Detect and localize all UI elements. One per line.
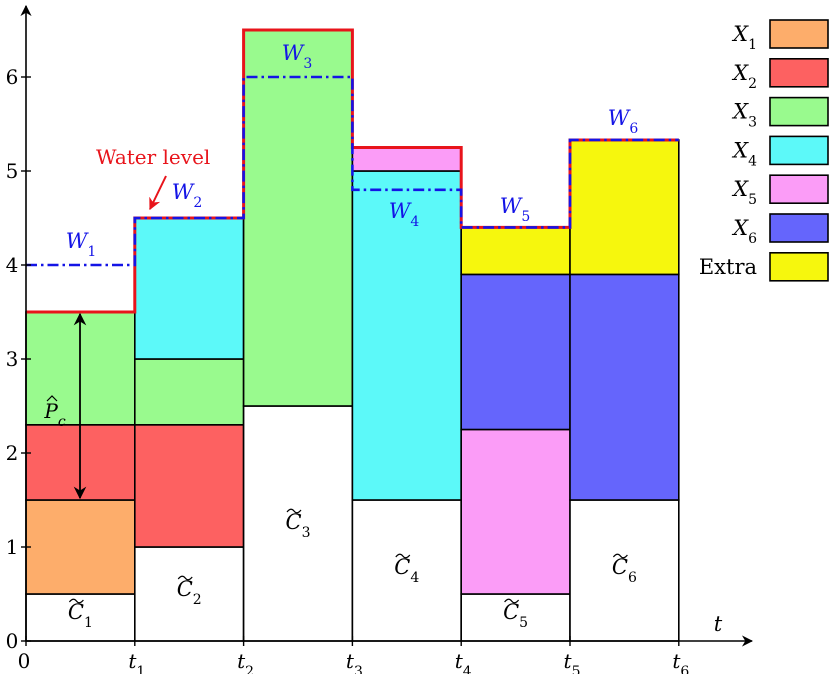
legend-label-x1: X1 bbox=[731, 22, 757, 53]
legend-swatch-x3 bbox=[769, 96, 829, 127]
y-tick-label-1: 1 bbox=[6, 535, 19, 559]
c-label-4-hat bbox=[395, 553, 411, 559]
segment-x1-slot-1 bbox=[25, 499, 136, 595]
pc-label-hat bbox=[46, 395, 58, 402]
base-block-5 bbox=[460, 593, 571, 642]
c-label-1: C1 bbox=[68, 600, 93, 631]
y-tick-label-6: 6 bbox=[6, 65, 19, 89]
segment-x6-slot-5 bbox=[460, 273, 571, 431]
c-label-3-hat bbox=[286, 508, 302, 514]
c-label-5-hat bbox=[504, 598, 520, 604]
legend-label-x6: X6 bbox=[731, 216, 757, 247]
y-tick-label-5: 5 bbox=[6, 159, 19, 183]
segment-x5-slot-5 bbox=[460, 428, 571, 595]
segment-x4-slot-2 bbox=[134, 217, 245, 360]
legend-swatch-extra bbox=[769, 252, 829, 282]
w-label-2: W2 bbox=[172, 180, 203, 211]
c-label-4: C4 bbox=[394, 555, 419, 586]
y-tick-label-3: 3 bbox=[6, 347, 19, 371]
legend-swatch-x5 bbox=[769, 174, 829, 204]
c-label-2-hat bbox=[177, 575, 193, 581]
w-label-5: W5 bbox=[500, 194, 531, 225]
segment-x5-slot-4 bbox=[351, 146, 462, 172]
x-tick-label-0: 0 bbox=[18, 649, 31, 673]
w-label-1: W1 bbox=[66, 229, 97, 260]
y-tick-label-0: 0 bbox=[6, 629, 19, 653]
water-fill-line bbox=[26, 75, 679, 267]
x-tick-label-5: t5 bbox=[564, 649, 581, 674]
y-tick-label-2: 2 bbox=[6, 441, 19, 465]
legend-label-x4: X4 bbox=[731, 138, 757, 169]
segment-x3-slot-2 bbox=[134, 358, 245, 426]
c-label-3: C3 bbox=[286, 510, 311, 541]
segment-x4-slot-4 bbox=[351, 170, 462, 501]
legend-label-x3: X3 bbox=[731, 100, 757, 131]
stacked-bars bbox=[25, 29, 680, 642]
x-tick-label-4: t4 bbox=[455, 649, 472, 674]
x-axis-label: t bbox=[714, 612, 723, 636]
water-level-label: Water level bbox=[96, 145, 210, 169]
legend-label-x5: X5 bbox=[731, 177, 757, 208]
c-label-5: C5 bbox=[503, 600, 528, 631]
segment-x6-slot-6 bbox=[569, 273, 680, 501]
axes: t 0 1 2 3 4 5 6 0 t1 t2 t3 t4 t5 t6 bbox=[6, 4, 754, 674]
slot-labels: C1 C2 C3 C4 C5 C6 W1 W2 W3 W4 W5 W6 Water level Pc bbox=[43, 41, 638, 631]
legend: X1 X2 X3 X4 X5 X6 Extra bbox=[699, 19, 829, 282]
c-label-6: C6 bbox=[612, 555, 637, 586]
x-tick-label-3: t3 bbox=[346, 649, 363, 674]
w-label-6: W6 bbox=[608, 106, 639, 137]
segment-extra-slot-5 bbox=[460, 226, 571, 276]
segment-x3-slot-3 bbox=[242, 29, 354, 407]
legend-swatch-x2 bbox=[769, 57, 829, 88]
w-label-3: W3 bbox=[282, 41, 313, 72]
c-label-2: C2 bbox=[177, 577, 202, 608]
legend-label-extra: Extra bbox=[699, 255, 757, 279]
water-level-arrow bbox=[149, 175, 167, 211]
legend-swatch-x4 bbox=[769, 135, 829, 166]
x-tick-label-6: t6 bbox=[672, 649, 689, 674]
pc-label: Pc bbox=[43, 399, 65, 430]
legend-swatch-x1 bbox=[769, 19, 829, 49]
c-label-1-hat bbox=[68, 598, 84, 604]
legend-swatch-x6 bbox=[769, 213, 829, 243]
segment-extra-slot-6 bbox=[569, 139, 680, 276]
x-tick-label-2: t2 bbox=[237, 649, 254, 674]
segment-x2-slot-2 bbox=[134, 423, 245, 548]
legend-label-x2: X2 bbox=[731, 61, 757, 92]
level-lines bbox=[26, 28, 679, 314]
x-tick-label-1: t1 bbox=[128, 649, 145, 674]
c-label-6-hat bbox=[612, 553, 628, 559]
base-block-6 bbox=[569, 499, 680, 642]
w-label-4: W4 bbox=[389, 199, 420, 230]
y-tick-label-4: 4 bbox=[6, 253, 19, 277]
